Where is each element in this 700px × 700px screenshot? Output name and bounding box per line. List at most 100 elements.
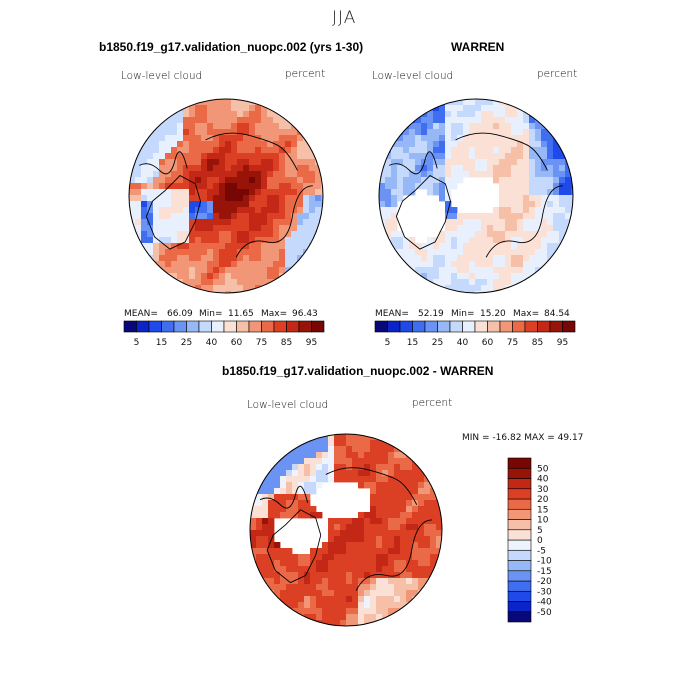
model-units-label: percent bbox=[285, 68, 326, 80]
diff-cell bbox=[310, 578, 317, 585]
model-cell bbox=[177, 255, 184, 262]
model-cell bbox=[291, 243, 298, 250]
model-cell bbox=[249, 207, 256, 214]
model-cell bbox=[171, 213, 178, 220]
model-cell bbox=[273, 129, 280, 136]
diff-cell bbox=[334, 584, 341, 591]
model-cell bbox=[135, 153, 142, 160]
model-cell bbox=[201, 159, 208, 166]
obs-cell bbox=[517, 123, 524, 130]
diff-cell bbox=[388, 518, 395, 525]
diff-cell bbox=[400, 500, 407, 507]
obs-cell bbox=[427, 135, 434, 142]
obs-cell bbox=[523, 261, 530, 268]
diff-cell bbox=[292, 440, 299, 447]
model-cell bbox=[297, 129, 304, 136]
model-cell bbox=[267, 231, 274, 238]
diff-cell bbox=[436, 524, 442, 531]
diff-cell bbox=[382, 518, 389, 525]
obs-cell bbox=[403, 261, 410, 268]
model-cell bbox=[171, 237, 178, 244]
diff-cell bbox=[286, 488, 293, 495]
model-cell bbox=[177, 177, 184, 184]
model-cell bbox=[201, 105, 208, 112]
diff-cell bbox=[310, 614, 317, 621]
diff-cell bbox=[334, 554, 341, 561]
obs-cell bbox=[487, 99, 494, 106]
model-cell bbox=[135, 213, 142, 220]
model-cell bbox=[237, 135, 244, 142]
model-cell bbox=[129, 171, 136, 178]
model-cell bbox=[309, 225, 316, 232]
diff-cell bbox=[310, 590, 317, 597]
model-cell bbox=[147, 159, 154, 166]
model-cell bbox=[183, 207, 190, 214]
model-cell bbox=[225, 249, 232, 256]
obs-cell bbox=[523, 189, 530, 196]
model-cell bbox=[243, 231, 250, 238]
obs-cell bbox=[463, 159, 470, 166]
diff-cell bbox=[406, 518, 413, 525]
model-cell bbox=[159, 237, 166, 244]
obs-cell bbox=[481, 261, 488, 268]
obs-cell bbox=[445, 219, 452, 226]
obs-cell bbox=[415, 123, 422, 130]
obs-cell bbox=[481, 285, 488, 292]
obs-cell bbox=[439, 105, 446, 112]
obs-cell bbox=[397, 141, 404, 148]
diff-cell bbox=[412, 452, 419, 459]
diff-cell bbox=[364, 524, 371, 531]
obs-cell bbox=[469, 129, 476, 136]
diff-cell bbox=[370, 614, 377, 621]
obs-cell bbox=[385, 195, 392, 202]
model-cell bbox=[213, 273, 220, 280]
model-cell bbox=[129, 231, 136, 238]
diff-cell bbox=[382, 440, 389, 447]
diff-cell bbox=[328, 590, 335, 597]
diff-cell bbox=[286, 494, 293, 501]
diff-cell bbox=[322, 590, 329, 597]
model-cell bbox=[153, 231, 160, 238]
model-cell bbox=[195, 171, 202, 178]
obs-cell bbox=[541, 201, 548, 208]
obs-cell bbox=[451, 207, 458, 214]
diff-cell bbox=[316, 596, 323, 603]
obs-cell bbox=[439, 237, 446, 244]
model-cell bbox=[273, 189, 280, 196]
obs-cell bbox=[511, 111, 518, 118]
obs-cell bbox=[433, 177, 440, 184]
obs-cell bbox=[445, 123, 452, 130]
model-cell bbox=[231, 285, 238, 292]
diff-cell bbox=[334, 620, 341, 626]
diff-cell bbox=[394, 530, 401, 537]
obs-cell bbox=[517, 231, 524, 238]
obs-cell bbox=[559, 171, 566, 178]
model-cell bbox=[267, 159, 274, 166]
model-cell bbox=[135, 201, 142, 208]
model-cell bbox=[231, 219, 238, 226]
model-cell bbox=[249, 195, 256, 202]
model-cell bbox=[129, 201, 136, 208]
obs-cell bbox=[493, 171, 500, 178]
model-cell bbox=[159, 123, 166, 130]
diff-cell bbox=[328, 560, 335, 567]
model-cell bbox=[171, 255, 178, 262]
model-cell bbox=[243, 237, 250, 244]
model-cell bbox=[171, 267, 178, 274]
model-cell bbox=[195, 267, 202, 274]
model-cell bbox=[309, 165, 316, 172]
model-cell bbox=[213, 255, 220, 262]
diff-cell bbox=[370, 500, 377, 507]
model-cell bbox=[255, 207, 262, 214]
model-cell bbox=[141, 159, 148, 166]
diff-cell bbox=[370, 458, 377, 465]
diff-cell bbox=[262, 530, 269, 537]
obs-cell bbox=[487, 273, 494, 280]
obs-cell bbox=[523, 225, 530, 232]
diff-cell bbox=[406, 590, 413, 597]
obs-cell bbox=[493, 219, 500, 226]
model-cell bbox=[237, 285, 244, 292]
diff-cell bbox=[424, 536, 431, 543]
obs-cell bbox=[385, 243, 392, 250]
